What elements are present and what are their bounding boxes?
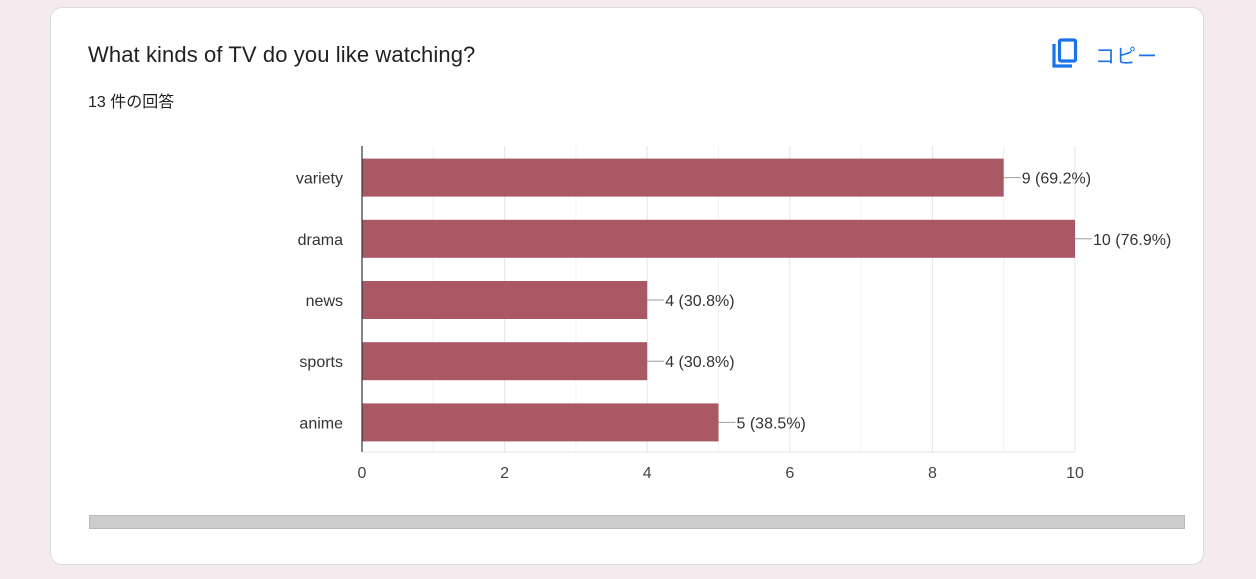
axes: variety drama news sports anime 0 2 4 6 8 10 <box>296 146 1084 482</box>
x-tick-label: 8 <box>928 465 937 482</box>
category-label: variety <box>296 171 343 188</box>
copy-icon <box>1051 38 1079 70</box>
x-tick-label: 6 <box>785 465 794 482</box>
bars: 9 (69.2%) 10 (76.9%) 4 (30.8%) 4 (30.8%) 5 (… <box>362 158 1171 442</box>
x-tick-label: 0 <box>358 465 367 482</box>
x-tick-label: 4 <box>643 465 652 482</box>
category-label: drama <box>298 232 343 249</box>
bar-drama <box>362 219 1075 258</box>
bar-variety <box>362 158 1004 197</box>
category-label: news <box>306 293 343 310</box>
data-label: 10 (76.9%) <box>1093 232 1171 249</box>
response-count: 13 件の回答 <box>88 94 175 111</box>
question-title: What kinds of TV do you like watching? <box>88 42 476 67</box>
bar-anime <box>362 403 719 442</box>
x-tick-label: 10 <box>1066 465 1084 482</box>
data-label: 4 (30.8%) <box>665 293 734 310</box>
copy-button[interactable]: コピー <box>1051 36 1158 72</box>
x-tick-label: 2 <box>500 465 509 482</box>
data-label: 4 (30.8%) <box>665 354 734 371</box>
copy-label: コピー <box>1095 45 1158 68</box>
category-label: anime <box>299 415 343 432</box>
bar-sports <box>362 342 648 381</box>
data-label: 9 (69.2%) <box>1022 171 1091 188</box>
category-label: sports <box>299 354 343 371</box>
bar-chart: 9 (69.2%) 10 (76.9%) 4 (30.8%) 4 (30.8%) 5 (… <box>296 146 1171 482</box>
bar-news <box>362 281 648 319</box>
horizontal-scrollbar[interactable] <box>89 515 1185 529</box>
data-label: 5 (38.5%) <box>737 415 806 432</box>
chart-card: What kinds of TV do you like watching? 1… <box>50 7 1204 565</box>
